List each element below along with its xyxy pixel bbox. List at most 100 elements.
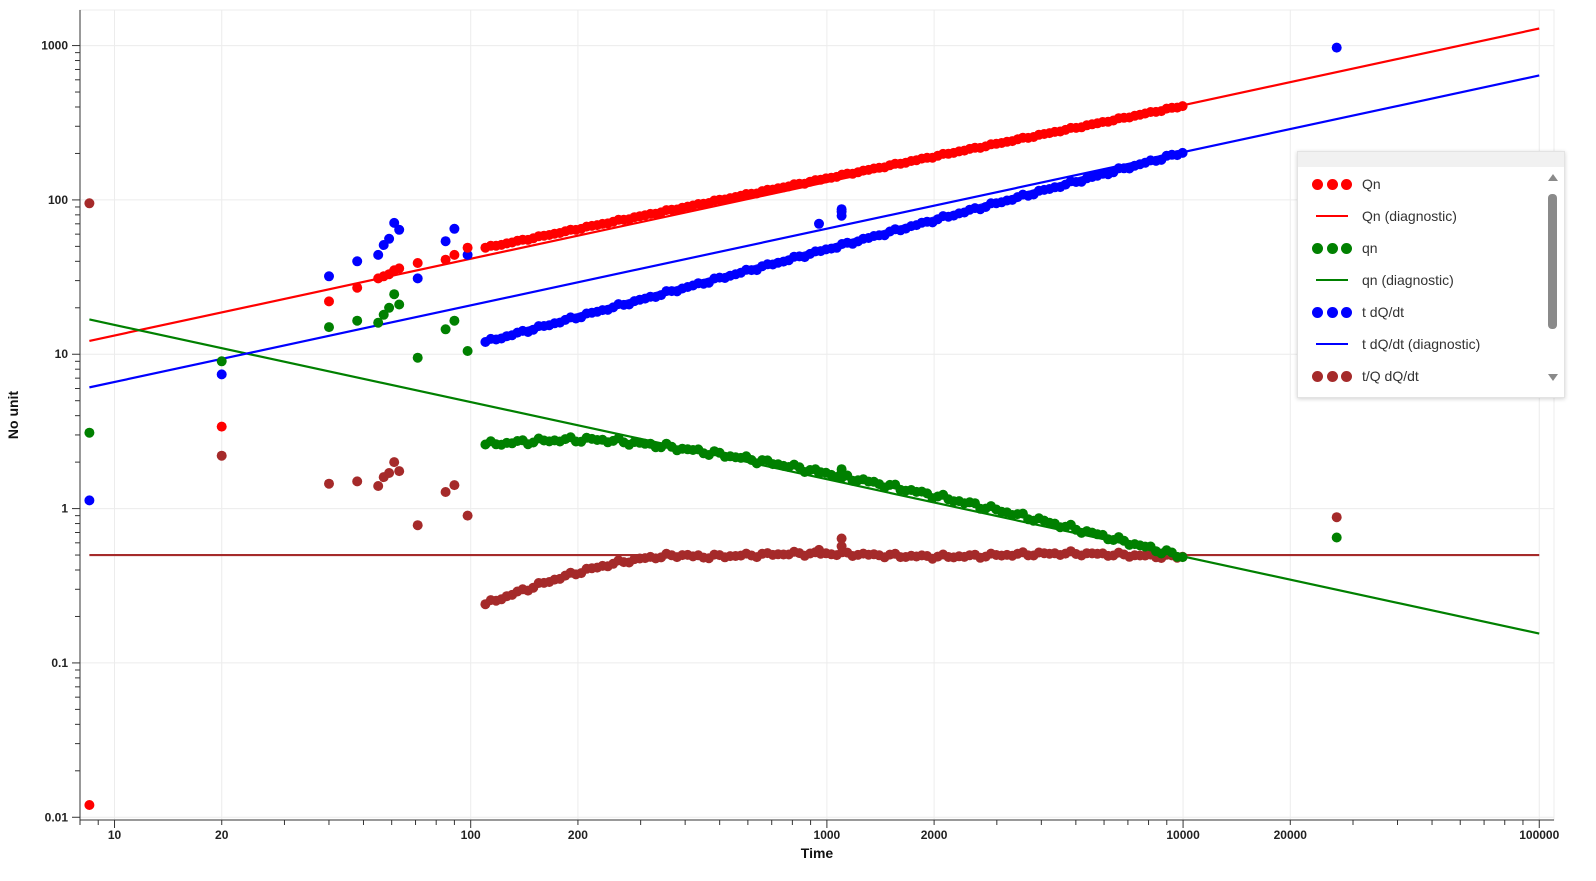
legend-items: Qn Qn (diagnostic) qn qn (diagnostic) t dQ/d… [1298, 168, 1542, 397]
legend-line-icon [1312, 337, 1352, 351]
data-point [324, 271, 334, 282]
data-point [1331, 512, 1342, 523]
data-point [1331, 42, 1342, 53]
y-tick-label: 0.1 [51, 656, 68, 670]
legend-label: Qn [1362, 176, 1381, 192]
x-tick-label: 1000 [814, 828, 841, 842]
data-point [1177, 552, 1188, 563]
data-point [324, 322, 334, 333]
data-point [449, 223, 460, 234]
data-point [836, 533, 847, 544]
data-point [384, 302, 395, 313]
data-point [462, 510, 473, 521]
data-point [836, 206, 847, 217]
data-point [352, 476, 363, 487]
data-point [378, 309, 389, 320]
data-point [84, 495, 95, 506]
axes: 10 20 100 200 1000 2000 10000 20000 100000 0.01 0.… [41, 10, 1560, 842]
data-point [216, 450, 227, 461]
series-points-qn [84, 101, 1188, 810]
data-point [84, 427, 95, 438]
data-point [1177, 147, 1188, 158]
legend-scrollbar[interactable] [1546, 174, 1560, 381]
data-points [84, 42, 1342, 810]
x-tick-label: 100 [461, 828, 481, 842]
data-point [449, 315, 460, 326]
legend-line-icon [1312, 273, 1352, 287]
data-point [412, 520, 423, 531]
x-axis-title: Time [801, 845, 834, 861]
data-point [462, 249, 473, 260]
y-tick-label: 0.01 [45, 810, 69, 824]
x-tick-label: 20000 [1274, 828, 1308, 842]
data-point [324, 296, 334, 307]
data-point [412, 258, 423, 268]
data-point [373, 249, 384, 260]
legend-label: t dQ/dt (diagnostic) [1362, 336, 1481, 352]
legend-marker-icon [1312, 177, 1352, 191]
data-point [412, 273, 423, 284]
data-point [440, 254, 451, 265]
y-tick-label: 100 [48, 193, 68, 207]
data-point [352, 256, 363, 267]
legend-item[interactable]: qn (diagnostic) [1298, 264, 1542, 296]
legend-label: qn (diagnostic) [1362, 272, 1454, 288]
data-point [373, 481, 384, 491]
legend-label: Qn (diagnostic) [1362, 208, 1457, 224]
diagnostic-lines [89, 27, 1540, 635]
data-point [1331, 532, 1342, 543]
y-axis-title: No unit [5, 391, 21, 440]
x-tick-label: 10000 [1166, 828, 1200, 842]
data-point [373, 317, 384, 328]
data-point [394, 466, 405, 477]
scroll-thumb[interactable] [1548, 194, 1557, 329]
legend-marker-icon [1312, 241, 1352, 255]
series-points-t-q-dq-dt [84, 198, 1342, 610]
legend: Qn Qn (diagnostic) qn qn (diagnostic) t dQ/d… [1297, 151, 1565, 398]
data-point [1177, 101, 1188, 112]
legend-marker-icon [1312, 369, 1352, 383]
data-point [84, 198, 95, 209]
data-point [216, 369, 227, 380]
data-point [389, 217, 400, 228]
data-point [394, 299, 405, 310]
data-point [449, 249, 460, 260]
legend-item[interactable]: t dQ/dt [1298, 296, 1542, 328]
data-point [412, 352, 423, 363]
data-point [84, 800, 95, 810]
scroll-up-arrow-icon[interactable] [1548, 174, 1558, 181]
data-point [440, 236, 451, 247]
data-point [384, 233, 395, 244]
data-point [814, 218, 824, 229]
data-point [389, 289, 400, 300]
data-point [216, 356, 227, 367]
y-tick-label: 10 [55, 347, 69, 361]
data-point [352, 315, 363, 326]
series-points-qn [84, 289, 1342, 563]
x-tick-label: 2000 [921, 828, 948, 842]
data-point [462, 242, 473, 253]
data-point [394, 224, 405, 235]
data-point [352, 282, 363, 293]
data-point [440, 324, 451, 335]
legend-item[interactable]: qn [1298, 232, 1542, 264]
legend-item[interactable]: Qn [1298, 168, 1542, 200]
legend-item[interactable]: t dQ/dt (diagnostic) [1298, 328, 1542, 360]
data-point [324, 478, 334, 489]
x-tick-label: 20 [215, 828, 229, 842]
legend-item[interactable]: t/Q dQ/dt (diagnostic) [1298, 392, 1542, 397]
data-point [389, 457, 400, 468]
series-line-qn-diagnostic- [89, 318, 1540, 635]
grid [79, 9, 1555, 821]
legend-item[interactable]: Qn (diagnostic) [1298, 200, 1542, 232]
data-point [462, 346, 473, 356]
series-points-t-dq-dt [84, 42, 1342, 506]
legend-header [1298, 152, 1564, 167]
x-tick-label: 10 [108, 828, 122, 842]
legend-label: qn [1362, 240, 1378, 256]
legend-item[interactable]: t/Q dQ/dt [1298, 360, 1542, 392]
plot-frame [79, 9, 1555, 821]
scroll-down-arrow-icon[interactable] [1548, 374, 1558, 381]
data-point [440, 487, 451, 497]
legend-marker-icon [1312, 305, 1352, 319]
